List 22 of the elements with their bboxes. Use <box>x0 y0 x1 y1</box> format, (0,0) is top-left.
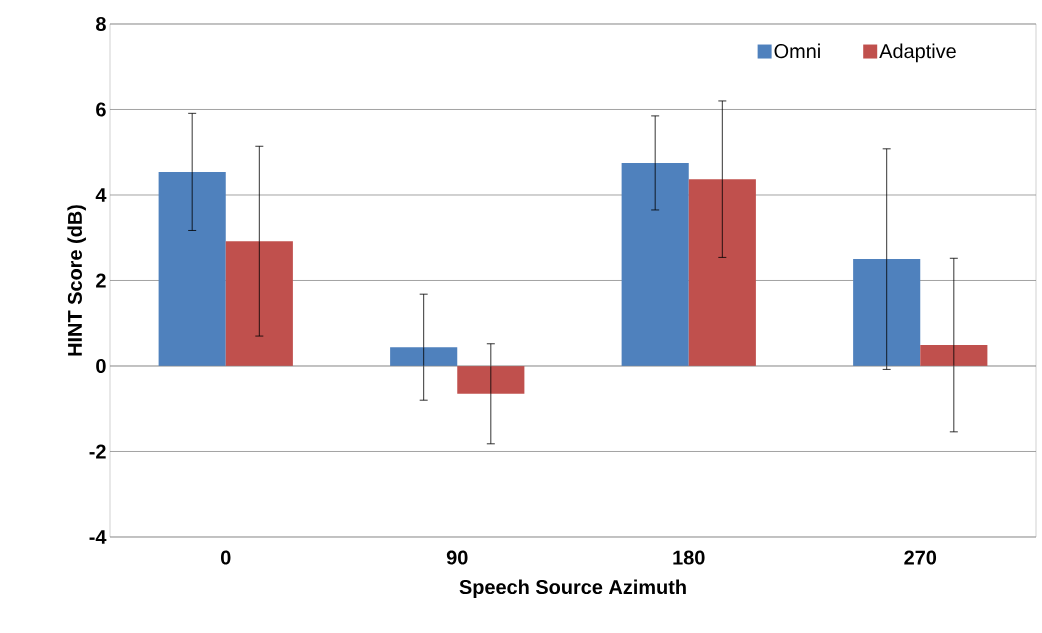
x-tick-label: 270 <box>904 550 937 565</box>
y-tick-label: 6 <box>96 102 106 117</box>
y-tick-label: 2 <box>96 273 106 288</box>
y-axis-title: HINT Score (dB) <box>67 205 86 356</box>
x-tick-label: 180 <box>673 550 705 565</box>
y-tick-label: -4 <box>89 530 107 544</box>
bar <box>158 171 226 366</box>
legend-label: Omni <box>774 43 820 59</box>
y-tick-label: 4 <box>95 188 107 202</box>
legend-label: Adaptive <box>879 43 956 63</box>
bar <box>920 345 988 366</box>
bar <box>457 366 525 394</box>
x-tick-label: 0 <box>220 550 231 565</box>
y-tick-label: 8 <box>96 16 106 32</box>
y-tick-label: 0 <box>96 358 106 374</box>
bar <box>853 259 921 366</box>
bar <box>390 347 458 366</box>
bar <box>621 162 689 366</box>
x-tick-label: 90 <box>446 550 468 565</box>
bar <box>688 179 756 366</box>
x-axis-title: Speech Source Azimuth <box>459 579 686 599</box>
y-tick-label: -2 <box>89 444 106 459</box>
